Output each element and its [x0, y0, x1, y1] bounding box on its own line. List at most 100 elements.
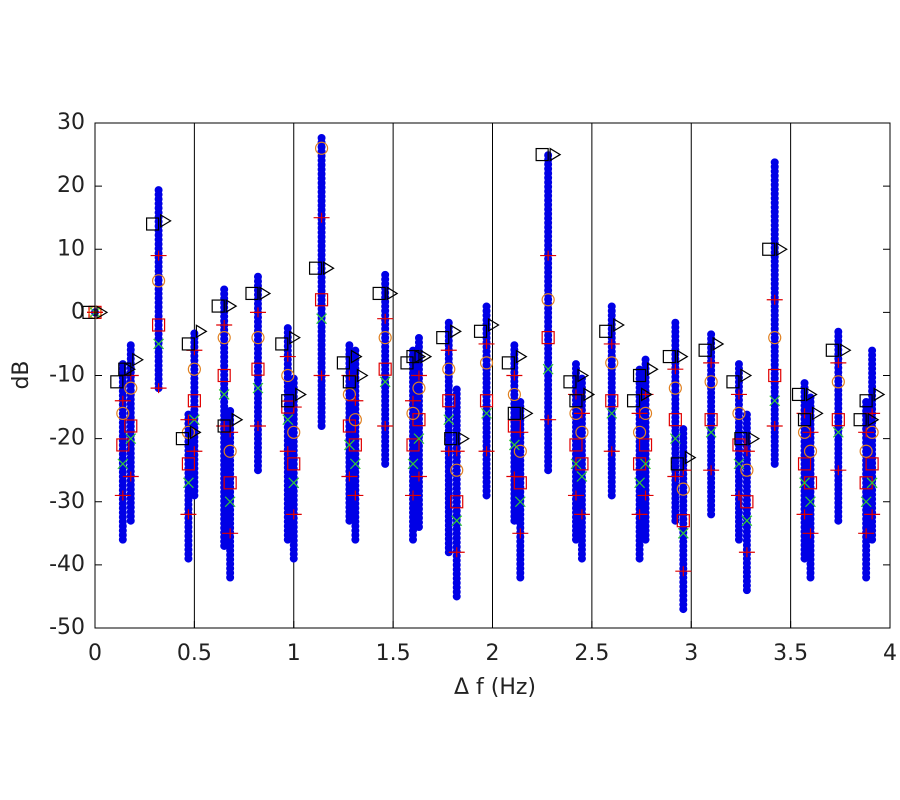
- square-marker: [605, 394, 619, 408]
- triangle-marker: [748, 431, 761, 446]
- plus-marker: [122, 471, 139, 482]
- circle-marker: [831, 375, 845, 389]
- x-marker: [252, 382, 264, 394]
- y-tick-label: 10: [57, 236, 85, 261]
- plus-marker: [738, 446, 755, 457]
- circle-marker: [740, 463, 754, 477]
- plus-marker: [667, 471, 684, 482]
- triangle-marker: [839, 343, 852, 358]
- y-axis-label: dB: [9, 360, 34, 389]
- x-tick-label: 0.5: [177, 641, 212, 666]
- circle-marker: [768, 331, 782, 345]
- x-tick-label: 1.5: [376, 641, 411, 666]
- x-marker: [379, 376, 391, 388]
- plus-marker: [830, 465, 847, 476]
- triangle-marker: [414, 349, 427, 364]
- square-marker: [406, 438, 420, 452]
- x-tick-label: 4: [883, 641, 897, 666]
- circle-marker: [676, 482, 690, 496]
- plus-marker: [631, 408, 648, 419]
- triangle-marker: [420, 349, 433, 364]
- square-marker: [479, 394, 494, 408]
- triangle-marker: [676, 349, 689, 364]
- plus-marker: [249, 421, 266, 431]
- y-tick-label: 0: [71, 299, 85, 324]
- plus-marker: [540, 250, 557, 261]
- x-marker: [413, 433, 425, 445]
- circle-marker: [187, 362, 201, 376]
- x-marker: [125, 433, 137, 445]
- square-marker: [865, 457, 879, 471]
- square-marker: [569, 438, 583, 452]
- square-marker: [501, 356, 515, 370]
- square-marker: [569, 394, 583, 408]
- x-marker: [224, 496, 236, 508]
- triangle-marker: [640, 387, 653, 402]
- circle-marker: [450, 463, 464, 477]
- y-tick-label: -40: [49, 552, 85, 577]
- circle-marker: [442, 362, 456, 376]
- triangle-marker: [96, 305, 109, 320]
- square-marker: [734, 432, 748, 446]
- triangle-marker: [515, 349, 528, 364]
- circle-marker: [605, 356, 619, 370]
- circle-marker: [513, 444, 527, 458]
- x-tick-label: 3: [684, 641, 698, 666]
- triangle-marker: [289, 330, 301, 345]
- plus-marker: [216, 421, 233, 431]
- plus-marker: [637, 490, 654, 501]
- plus-marker: [279, 351, 296, 362]
- triangle-marker: [295, 387, 307, 402]
- triangle-marker: [132, 352, 144, 367]
- x-marker: [514, 496, 526, 508]
- square-marker: [626, 394, 641, 408]
- square-marker: [768, 368, 782, 383]
- x-marker: [343, 439, 355, 451]
- plus-marker: [150, 250, 167, 261]
- square-marker: [444, 432, 458, 446]
- square-marker: [668, 413, 682, 427]
- plus-marker: [180, 414, 197, 425]
- x-marker: [634, 477, 645, 489]
- x-marker: [443, 414, 455, 426]
- plus-marker: [802, 427, 819, 438]
- square-marker: [152, 318, 166, 332]
- plus-marker: [567, 490, 584, 501]
- x-marker: [669, 433, 681, 445]
- y-tick-label: 20: [57, 173, 85, 198]
- circle-marker: [251, 331, 265, 345]
- triangle-marker: [231, 412, 244, 427]
- square-marker: [797, 413, 812, 427]
- plus-marker: [802, 528, 819, 539]
- square-marker: [450, 495, 464, 509]
- plus-marker: [114, 490, 131, 501]
- x-marker: [832, 426, 844, 438]
- square-marker: [406, 349, 420, 364]
- x-marker: [866, 477, 878, 489]
- x-marker: [117, 458, 129, 470]
- triangle-marker: [740, 368, 753, 383]
- circle-marker: [668, 381, 682, 395]
- x-marker: [677, 527, 689, 539]
- square-marker: [825, 343, 839, 357]
- triangle-marker: [646, 362, 659, 377]
- plus-marker: [410, 471, 427, 482]
- square-marker: [378, 362, 392, 376]
- square-marker: [181, 457, 196, 471]
- square-marker: [698, 343, 712, 357]
- x-axis-label: Δ f (Hz): [454, 675, 536, 700]
- plus-marker: [858, 528, 875, 539]
- circle-marker: [378, 331, 392, 345]
- plus-marker: [405, 490, 421, 501]
- plus-marker: [347, 490, 364, 501]
- square-marker: [791, 387, 806, 402]
- square-marker: [859, 394, 873, 408]
- plus-marker: [216, 320, 233, 330]
- triangle-marker: [684, 450, 697, 465]
- plus-marker: [540, 414, 557, 425]
- y-tick-label: 30: [57, 110, 85, 135]
- plus-marker: [730, 490, 747, 501]
- x-marker: [733, 458, 745, 470]
- square-marker: [853, 413, 867, 427]
- plus-marker: [573, 408, 590, 419]
